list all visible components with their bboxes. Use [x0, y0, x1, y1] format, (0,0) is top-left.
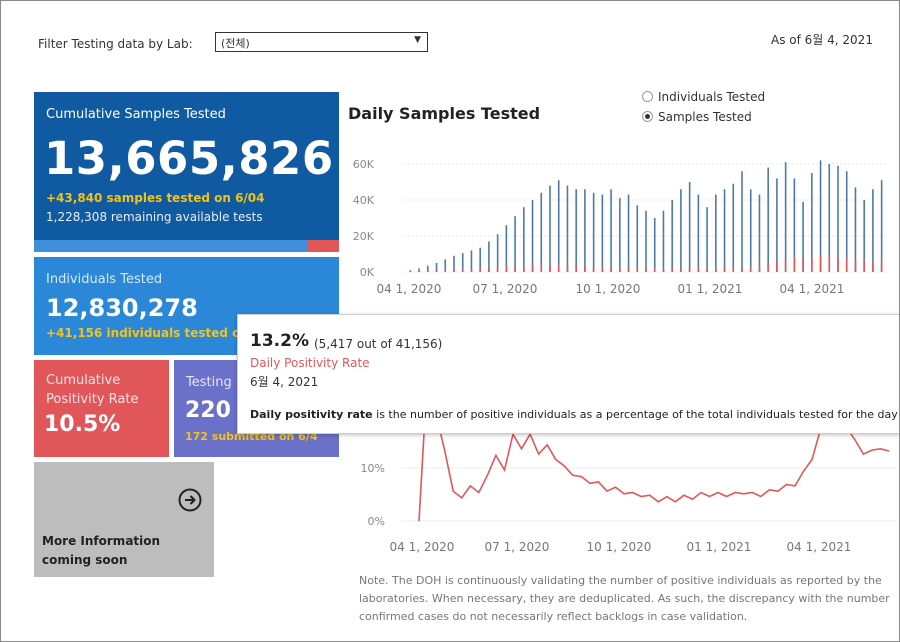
tooltip-date: 6월 4, 2021 — [250, 375, 319, 389]
bar-x-tick: 10 1, 2020 — [576, 282, 641, 296]
radio-selected-icon — [642, 111, 653, 122]
bar-y-tick: 0K — [360, 266, 375, 279]
individuals-today-text: +41,156 individuals tested on 6/04 — [46, 326, 283, 340]
note-line2: laboratories. When necessary, they are d… — [359, 592, 890, 605]
bar-x-tick: 04 1, 2020 — [377, 282, 442, 296]
line-x-tick: 04 1, 2020 — [390, 540, 455, 554]
tooltip-label: Daily Positivity Rate — [250, 356, 370, 370]
arrow-right-circle-icon[interactable] — [178, 488, 202, 512]
daily-samples-title: Daily Samples Tested — [348, 104, 541, 123]
positivity-rate-title: Cumulative Positivity Rate — [46, 371, 138, 409]
bar-y-tick: 60K — [353, 158, 375, 171]
radio-samples-tested[interactable]: Samples Tested — [642, 110, 752, 124]
line-x-tick: 01 1, 2021 — [687, 540, 752, 554]
bar-y-tick: 20K — [353, 230, 375, 243]
bar-x-tick: 07 1, 2020 — [473, 282, 538, 296]
line-x-tick: 10 1, 2020 — [587, 540, 652, 554]
testing-labs-value: 220 — [185, 398, 231, 423]
samples-share-strip — [34, 240, 339, 252]
cumulative-samples-card[interactable]: Cumulative Samples Tested 13,665,826 +43… — [34, 92, 339, 252]
cumulative-samples-value: 13,665,826 — [44, 132, 334, 185]
as-of-date: As of 6월 4, 2021 — [771, 33, 873, 47]
bar-x-tick: 01 1, 2021 — [678, 282, 743, 296]
tooltip-rate: 13.2% — [250, 331, 309, 351]
line-x-tick: 07 1, 2020 — [485, 540, 550, 554]
bar-x-tick: 04 1, 2021 — [780, 282, 845, 296]
note-text: Note. The DOH is continuously validating… — [359, 572, 899, 626]
radio-individuals-tested[interactable]: Individuals Tested — [642, 90, 765, 104]
positivity-line — [418, 401, 890, 522]
lab-filter-value: (전체) — [221, 37, 250, 50]
more-information-text: More Information coming soon — [42, 532, 160, 570]
tooltip-desc-bold: Daily positivity rate — [250, 408, 373, 421]
tooltip-desc-rest: is the number of positive individuals as… — [372, 408, 898, 421]
cumulative-samples-title: Cumulative Samples Tested — [46, 107, 226, 122]
positivity-rate-chart[interactable]: 0% 10% 04 1, 2020 07 1, 2020 10 1, 2020 01 1… — [341, 401, 900, 561]
positivity-tooltip: 13.2% (5,417 out of 41,156) Daily Positi… — [237, 314, 899, 434]
more-info-line2: coming soon — [42, 553, 128, 567]
chevron-down-icon: ▼ — [414, 35, 421, 45]
lab-filter-select[interactable]: (전체) ▼ — [215, 32, 428, 52]
individuals-tested-value: 12,830,278 — [46, 294, 198, 322]
line-y-tick: 0% — [368, 515, 385, 528]
radio-label-individuals: Individuals Tested — [658, 90, 766, 104]
tooltip-description: Daily positivity rate is the number of p… — [250, 408, 898, 421]
positivity-rate-value: 10.5% — [44, 412, 121, 437]
note-line1: Note. The DOH is continuously validating… — [359, 574, 882, 587]
line-x-tick: 04 1, 2021 — [787, 540, 852, 554]
radio-unselected-icon — [642, 91, 653, 102]
remaining-tests-text: 1,228,308 remaining available tests — [46, 210, 263, 224]
daily-samples-chart[interactable]: 0K 20K 40K 60K 04 1, 2020 07 1, 2020 10 1, 20… — [341, 141, 900, 306]
bar-y-tick: 40K — [353, 194, 375, 207]
individuals-tested-title: Individuals Tested — [46, 272, 163, 287]
individuals-tested-card[interactable]: Individuals Tested 12,830,278 +41,156 in… — [34, 257, 339, 355]
positivity-rate-card[interactable]: Cumulative Positivity Rate 10.5% — [34, 360, 169, 457]
samples-today-text: +43,840 samples tested on 6/04 — [46, 191, 265, 205]
positive-share-strip — [307, 240, 339, 252]
positivity-title-line2: Positivity Rate — [46, 392, 139, 407]
lab-filter-label: Filter Testing data by Lab: — [38, 37, 193, 51]
note-line3: confirmed cases do not necessarily refle… — [359, 610, 748, 623]
line-y-tick: 10% — [361, 462, 385, 475]
positivity-title-line1: Cumulative — [46, 373, 121, 388]
more-info-line1: More Information — [42, 534, 161, 548]
radio-label-samples: Samples Tested — [658, 110, 752, 124]
tooltip-detail: (5,417 out of 41,156) — [314, 337, 443, 351]
more-information-card[interactable]: More Information coming soon — [34, 462, 214, 577]
